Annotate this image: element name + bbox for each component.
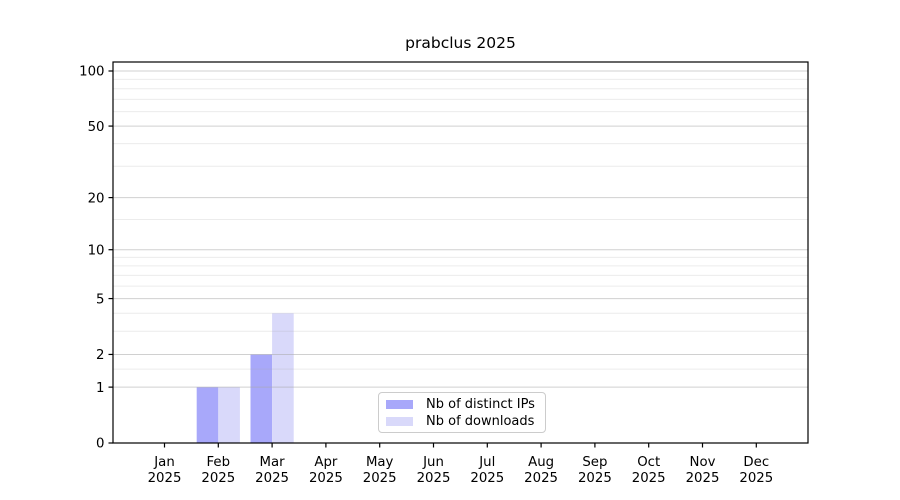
y-tick-label-100: 100 <box>79 65 104 80</box>
y-tick-label-10: 10 <box>88 243 105 258</box>
y-tick-label-2: 2 <box>96 348 104 363</box>
x-tick-label-sep: Sep <box>582 455 607 470</box>
x-tick-year-aug: 2025 <box>524 471 558 486</box>
bar-feb-nb-of-distinct-ips <box>196 387 219 443</box>
x-tick-label-jun: Jun <box>422 455 444 470</box>
x-tick-label-feb: Feb <box>207 455 231 470</box>
bar-mar-nb-of-distinct-ips <box>250 354 273 443</box>
y-tick-label-1: 1 <box>96 381 104 396</box>
x-tick-label-aug: Aug <box>528 455 554 470</box>
bar-mar-nb-of-downloads <box>272 313 294 443</box>
x-tick-label-mar: Mar <box>260 455 286 470</box>
x-tick-label-dec: Dec <box>743 455 769 470</box>
x-tick-label-apr: Apr <box>314 455 338 470</box>
x-tick-year-jun: 2025 <box>417 471 451 486</box>
y-tick-label-20: 20 <box>88 191 105 206</box>
legend-label-nb-of-distinct-ips: Nb of distinct IPs <box>426 396 535 412</box>
chart-title: prabclus 2025 <box>405 34 516 52</box>
plot-frame <box>112 61 809 444</box>
x-tick-label-nov: Nov <box>690 455 716 470</box>
x-tick-year-jan: 2025 <box>148 471 182 486</box>
legend-swatch-nb-of-downloads <box>386 416 413 426</box>
legend-item-nb-of-distinct-ips: Nb of distinct IPs <box>386 396 535 412</box>
x-tick-year-may: 2025 <box>363 471 397 486</box>
x-tick-year-feb: 2025 <box>201 471 235 486</box>
x-tick-year-nov: 2025 <box>686 471 720 486</box>
x-tick-year-mar: 2025 <box>255 471 289 486</box>
x-tick-year-dec: 2025 <box>739 471 773 486</box>
x-tick-label-may: May <box>366 455 394 470</box>
x-tick-label-jul: Jul <box>478 455 495 470</box>
x-tick-year-jul: 2025 <box>470 471 504 486</box>
y-tick-label-0: 0 <box>96 437 104 452</box>
legend-swatch-nb-of-distinct-ips <box>386 399 413 409</box>
y-tick-label-50: 50 <box>88 120 105 135</box>
x-tick-year-sep: 2025 <box>578 471 612 486</box>
legend-item-nb-of-downloads: Nb of downloads <box>386 413 535 429</box>
x-tick-year-apr: 2025 <box>309 471 343 486</box>
y-tick-label-5: 5 <box>96 292 104 307</box>
legend: Nb of distinct IPs Nb of downloads <box>378 392 546 433</box>
legend-label-nb-of-downloads: Nb of downloads <box>426 413 535 429</box>
x-tick-label-jan: Jan <box>153 455 175 470</box>
x-tick-label-oct: Oct <box>637 455 660 470</box>
x-tick-year-oct: 2025 <box>632 471 666 486</box>
bar-feb-nb-of-downloads <box>218 387 240 443</box>
